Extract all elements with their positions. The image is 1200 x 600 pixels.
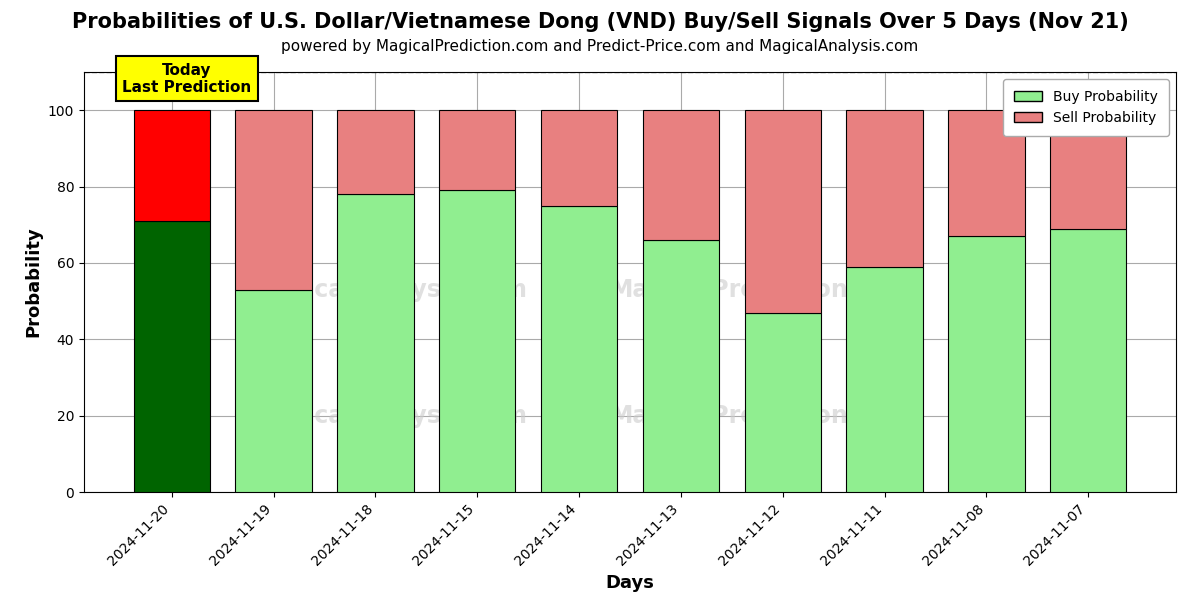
- Bar: [235, 110, 312, 290]
- Bar: [744, 313, 821, 492]
- Bar: [439, 190, 516, 492]
- Bar: [133, 110, 210, 221]
- Y-axis label: Probability: Probability: [24, 227, 42, 337]
- Bar: [948, 110, 1025, 236]
- Text: Probabilities of U.S. Dollar/Vietnamese Dong (VND) Buy/Sell Signals Over 5 Days : Probabilities of U.S. Dollar/Vietnamese …: [72, 12, 1128, 32]
- Bar: [541, 110, 617, 206]
- Bar: [337, 110, 414, 194]
- Bar: [1050, 229, 1127, 492]
- Bar: [337, 194, 414, 492]
- Text: Today
Last Prediction: Today Last Prediction: [122, 62, 252, 95]
- Bar: [439, 110, 516, 190]
- Legend: Buy Probability, Sell Probability: Buy Probability, Sell Probability: [1003, 79, 1169, 136]
- Text: MagicalAnalysis.com: MagicalAnalysis.com: [251, 404, 528, 428]
- Bar: [541, 206, 617, 492]
- Bar: [643, 110, 719, 240]
- Bar: [133, 221, 210, 492]
- Bar: [1050, 110, 1127, 229]
- Bar: [235, 290, 312, 492]
- Text: powered by MagicalPrediction.com and Predict-Price.com and MagicalAnalysis.com: powered by MagicalPrediction.com and Pre…: [281, 39, 919, 54]
- Bar: [948, 236, 1025, 492]
- Text: MagicalPrediction.com: MagicalPrediction.com: [610, 404, 912, 428]
- X-axis label: Days: Days: [606, 574, 654, 592]
- Bar: [846, 267, 923, 492]
- Text: MagicalPrediction.com: MagicalPrediction.com: [610, 278, 912, 302]
- Bar: [643, 240, 719, 492]
- Text: MagicalAnalysis.com: MagicalAnalysis.com: [251, 278, 528, 302]
- Bar: [846, 110, 923, 267]
- Bar: [744, 110, 821, 313]
